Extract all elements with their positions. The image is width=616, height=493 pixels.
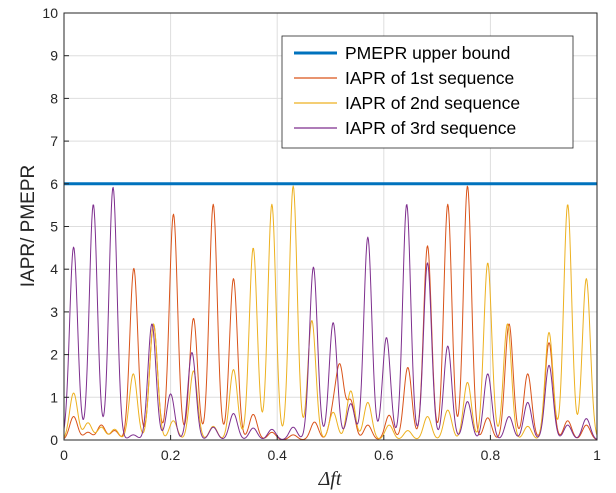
series-layer xyxy=(63,182,598,441)
x-axis-label: Δft xyxy=(318,468,342,490)
y-tick-label: 5 xyxy=(50,219,58,235)
legend-box xyxy=(281,35,574,149)
x-tick-label: 0 xyxy=(60,447,68,463)
legend-label: IAPR of 1st sequence xyxy=(345,68,514,88)
ticks: 0 1 2 3 4 5 6 7 8 9 10 0 0.2 0.4 0.6 0.8 1 xyxy=(42,5,601,463)
x-tick-label: 0.2 xyxy=(161,447,181,463)
legend-label: IAPR of 2nd sequence xyxy=(345,93,520,113)
y-tick-label: 9 xyxy=(50,48,58,64)
y-tick-label: 7 xyxy=(50,133,58,149)
legend-label: IAPR of 3rd sequence xyxy=(345,118,516,138)
x-tick-label: 1 xyxy=(593,447,601,463)
x-tick-label: 0.8 xyxy=(481,447,501,463)
y-tick-label: 2 xyxy=(50,347,58,363)
y-tick-label: 0 xyxy=(50,432,58,448)
series-line-3 xyxy=(63,186,598,440)
y-tick-label: 8 xyxy=(50,90,58,106)
y-tick-label: 10 xyxy=(42,5,58,21)
legend-items: PMEPR upper bound IAPR of 1st sequence IAP… xyxy=(294,43,520,138)
x-tick-label: 0.6 xyxy=(374,447,394,463)
y-tick-label: 1 xyxy=(50,389,58,405)
legend: PMEPR upper bound IAPR of 1st sequence IAP… xyxy=(281,35,574,149)
y-axis-label: IAPR/ PMEPR xyxy=(18,165,39,287)
x-tick-label: 0.4 xyxy=(267,447,287,463)
y-tick-label: 3 xyxy=(50,304,58,320)
y-tick-label: 4 xyxy=(50,261,58,277)
legend-label: PMEPR upper bound xyxy=(345,43,510,63)
y-tick-label: 6 xyxy=(50,176,58,192)
